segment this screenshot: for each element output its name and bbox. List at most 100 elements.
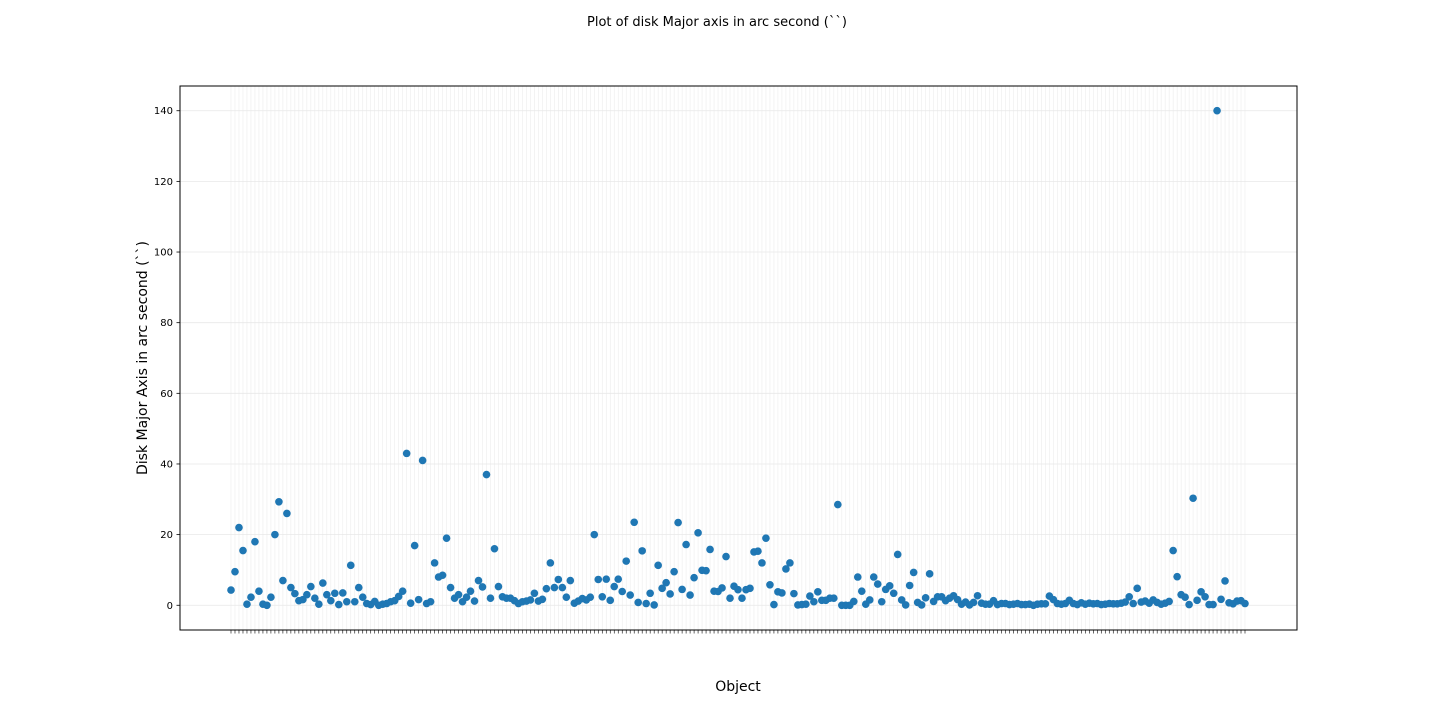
data-point (323, 590, 331, 599)
data-point (562, 593, 571, 601)
data-point (307, 582, 315, 591)
y-tick-label: 20 (160, 530, 173, 541)
data-point (566, 576, 575, 585)
data-point (319, 579, 327, 587)
data-point (315, 600, 323, 609)
data-point (626, 591, 635, 599)
data-point (893, 550, 902, 559)
y-tick-label: 140 (154, 106, 173, 117)
data-point (754, 547, 762, 556)
data-point (1185, 600, 1193, 609)
data-point (674, 518, 682, 527)
data-point (790, 589, 798, 598)
data-point (526, 596, 535, 604)
data-point (1213, 106, 1221, 115)
data-point (1041, 600, 1050, 608)
grid-layer (180, 86, 1297, 630)
data-point (1241, 599, 1249, 608)
data-point (586, 593, 595, 601)
data-point (287, 583, 295, 592)
data-point (738, 594, 746, 603)
data-point (291, 589, 299, 598)
data-point (746, 584, 754, 593)
data-point (342, 597, 351, 606)
data-point (446, 583, 455, 592)
data-point (482, 470, 491, 479)
data-point (494, 582, 503, 591)
data-point (806, 592, 814, 600)
data-point (885, 582, 894, 590)
data-point (814, 588, 822, 596)
data-point (331, 589, 339, 598)
data-point (311, 594, 319, 603)
data-point (358, 593, 367, 601)
data-point (398, 587, 407, 595)
data-point (658, 584, 666, 593)
data-point (1173, 572, 1181, 581)
data-point (267, 593, 275, 601)
data-point (622, 557, 631, 565)
data-point (271, 530, 279, 539)
data-point (486, 594, 495, 603)
data-point (231, 567, 239, 576)
data-point (782, 565, 790, 573)
data-point (466, 587, 475, 595)
y-tick-label: 100 (154, 248, 173, 259)
chart-title: Plot of disk Major axis in arc second (`… (587, 15, 847, 30)
data-point (346, 561, 355, 570)
data-point (426, 597, 435, 606)
data-point (662, 578, 670, 587)
data-point (406, 599, 415, 607)
y-axis: 0 20 40 60 80 100 120 140 (154, 106, 180, 612)
data-point (706, 545, 714, 554)
data-point (1201, 592, 1209, 601)
data-point (830, 594, 838, 603)
data-point (1209, 600, 1217, 609)
data-point (594, 575, 603, 584)
data-point (925, 570, 934, 578)
data-point (877, 597, 886, 606)
data-point (442, 534, 451, 542)
data-point (1121, 598, 1130, 606)
data-point (762, 534, 770, 542)
data-point (694, 529, 702, 537)
data-point (546, 559, 555, 567)
data-point (889, 589, 898, 598)
y-axis-label: Disk Major Axis in arc second (``) (135, 241, 151, 475)
data-point (1165, 597, 1173, 606)
data-point (530, 589, 539, 598)
data-point (638, 547, 646, 555)
data-point (630, 518, 638, 527)
y-tick-label: 120 (154, 177, 173, 188)
data-point (786, 559, 794, 567)
data-point (909, 568, 918, 577)
data-point (350, 597, 359, 606)
data-point (770, 600, 778, 609)
data-point (734, 585, 742, 594)
data-point (614, 575, 623, 583)
data-point (758, 559, 766, 567)
data-point (1133, 584, 1142, 593)
data-point (1189, 494, 1197, 503)
data-point (590, 530, 599, 539)
data-point (834, 500, 842, 509)
data-point (303, 590, 311, 599)
data-point (670, 567, 678, 576)
data-point (1129, 599, 1138, 608)
y-tick-label: 80 (160, 318, 173, 329)
data-point (410, 541, 419, 550)
data-point (227, 586, 235, 594)
data-point (538, 595, 547, 604)
y-tick-label: 40 (160, 459, 173, 470)
y-tick-label: 60 (160, 389, 173, 400)
data-point (678, 585, 686, 594)
data-point (921, 594, 930, 602)
data-point (973, 591, 982, 600)
data-points (227, 106, 1249, 610)
data-point (454, 590, 463, 599)
data-point (542, 584, 551, 593)
data-point (865, 596, 874, 604)
data-point (869, 573, 878, 581)
